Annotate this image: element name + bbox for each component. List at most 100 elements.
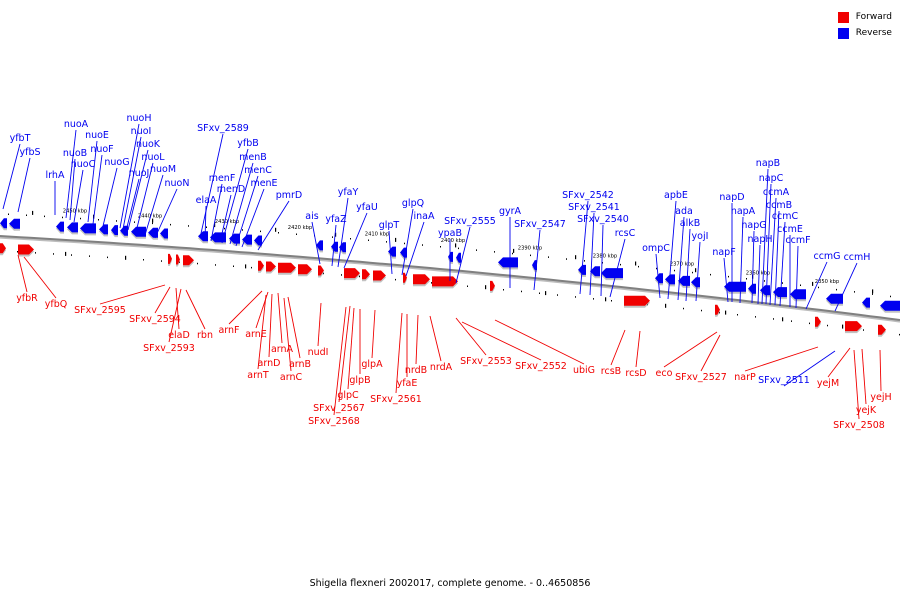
legend-item-forward: Forward — [837, 9, 892, 25]
minor-tick — [332, 236, 333, 238]
minor-tick — [710, 273, 711, 276]
gene-label-nuoe: nuoE — [85, 130, 109, 141]
minor-tick — [593, 298, 594, 300]
major-tick — [605, 297, 607, 302]
reverse-gene-arrow — [148, 227, 158, 238]
minor-tick — [539, 292, 540, 294]
kbp-tick-label: 2380 kbp — [593, 253, 618, 259]
gene-label-sfxv-2542: SFxv_2542 — [562, 190, 614, 201]
label-leader-line — [23, 256, 57, 299]
minor-tick — [404, 242, 405, 245]
kbp-tick-label: 2390 kbp — [518, 246, 543, 252]
label-leader-line — [744, 346, 819, 372]
reverse-gene-arrow — [790, 289, 806, 300]
gene-label-sfxv-2561: SFxv_2561 — [370, 394, 422, 405]
label-leader-line — [221, 148, 249, 244]
major-tick — [842, 324, 844, 329]
gene-label-nuoh: nuoH — [127, 113, 152, 124]
label-leader-line — [65, 129, 77, 219]
reverse-gene-arrow — [590, 266, 600, 277]
label-leader-line — [87, 140, 98, 223]
minor-tick — [170, 223, 171, 226]
label-leader-line — [765, 183, 772, 305]
gene-label-napa: napA — [731, 206, 756, 217]
label-leader-line — [783, 350, 836, 387]
label-leader-line — [834, 262, 858, 312]
gene-label-ypab: ypaB — [438, 228, 462, 239]
label-leader-line — [219, 194, 232, 243]
label-leader-line — [405, 221, 425, 277]
minor-tick — [296, 233, 297, 235]
forward-gene-arrow — [168, 253, 172, 264]
minor-tick — [512, 252, 513, 255]
minor-tick — [476, 249, 477, 251]
major-tick — [395, 237, 397, 242]
label-leader-line — [388, 230, 393, 275]
forward-gene-arrow — [183, 255, 194, 266]
minor-tick — [755, 316, 756, 318]
gene-label-arnf: arnF — [218, 325, 239, 336]
major-tick — [455, 243, 457, 248]
label-leader-line — [229, 162, 254, 245]
gene-label-ccmc: ccmC — [772, 211, 799, 222]
major-tick — [65, 251, 67, 256]
gene-label-sfxv-2511: SFxv_2511 — [758, 375, 810, 386]
minor-tick — [521, 290, 522, 293]
gene-label-nuog: nuoG — [104, 157, 129, 168]
label-leader-line — [805, 261, 828, 310]
kbp-tick-label: 2450 kbp — [63, 209, 88, 215]
major-tick — [513, 248, 515, 253]
label-leader-line — [333, 306, 347, 416]
gene-label-narp: narP — [734, 372, 756, 383]
gene-label-ccmh: ccmH — [844, 252, 871, 263]
minor-tick — [818, 286, 819, 289]
gene-label-yejk: yejK — [856, 405, 877, 416]
label-leader-line — [73, 169, 84, 223]
gene-label-sfxv-2568: SFxv_2568 — [308, 416, 360, 427]
forward-gene-arrow — [624, 295, 650, 306]
gene-label-eco: eco — [656, 368, 673, 379]
reverse-gene-arrow — [601, 268, 623, 279]
label-leader-line — [609, 238, 626, 298]
gene-label-apbe: apbE — [664, 190, 688, 201]
gene-label-yejh: yejH — [870, 392, 891, 403]
forward-gene-arrow — [878, 324, 886, 335]
forward-gene-arrow — [413, 274, 430, 285]
gene-label-elad: elaD — [168, 330, 190, 341]
gene-label-yoji: yojI — [692, 231, 709, 242]
label-leader-line — [199, 133, 224, 239]
gene-label-nuob: nuoB — [63, 148, 87, 159]
minor-tick — [224, 227, 225, 230]
gene-label-sfxv-2553: SFxv_2553 — [460, 356, 512, 367]
minor-tick — [602, 262, 603, 264]
gene-label-nrda: nrdA — [430, 362, 453, 373]
gene-label-arnc: arnC — [280, 372, 303, 383]
label-leader-line — [739, 216, 744, 304]
gene-label-nuok: nuoK — [136, 139, 161, 150]
label-leader-line — [371, 309, 376, 359]
reverse-gene-arrow — [456, 252, 461, 263]
label-leader-line — [461, 321, 542, 361]
label-leader-line — [154, 188, 178, 239]
gene-label-glpa: glpA — [361, 359, 383, 370]
gene-label-nuon: nuoN — [165, 178, 190, 189]
reverse-gene-arrow — [331, 241, 338, 252]
reverse-gene-arrow — [67, 222, 78, 233]
gene-label-nuof: nuoF — [90, 144, 113, 155]
label-leader-line — [395, 312, 403, 394]
reverse-gene-arrow — [448, 251, 453, 262]
gene-label-mene: menE — [250, 178, 277, 189]
major-tick — [695, 268, 697, 273]
minor-tick — [188, 225, 189, 227]
gene-label-nuom: nuoM — [150, 164, 176, 175]
label-leader-line — [695, 241, 701, 302]
label-leader-line — [257, 200, 290, 251]
minor-tick — [863, 329, 864, 331]
gene-label-napg: napG — [741, 220, 766, 231]
gene-label-ccmg: ccmG — [813, 251, 840, 262]
reverse-gene-arrow — [826, 293, 843, 304]
gene-label-sfxv-2540: SFxv_2540 — [577, 214, 629, 225]
minor-tick — [341, 274, 342, 276]
